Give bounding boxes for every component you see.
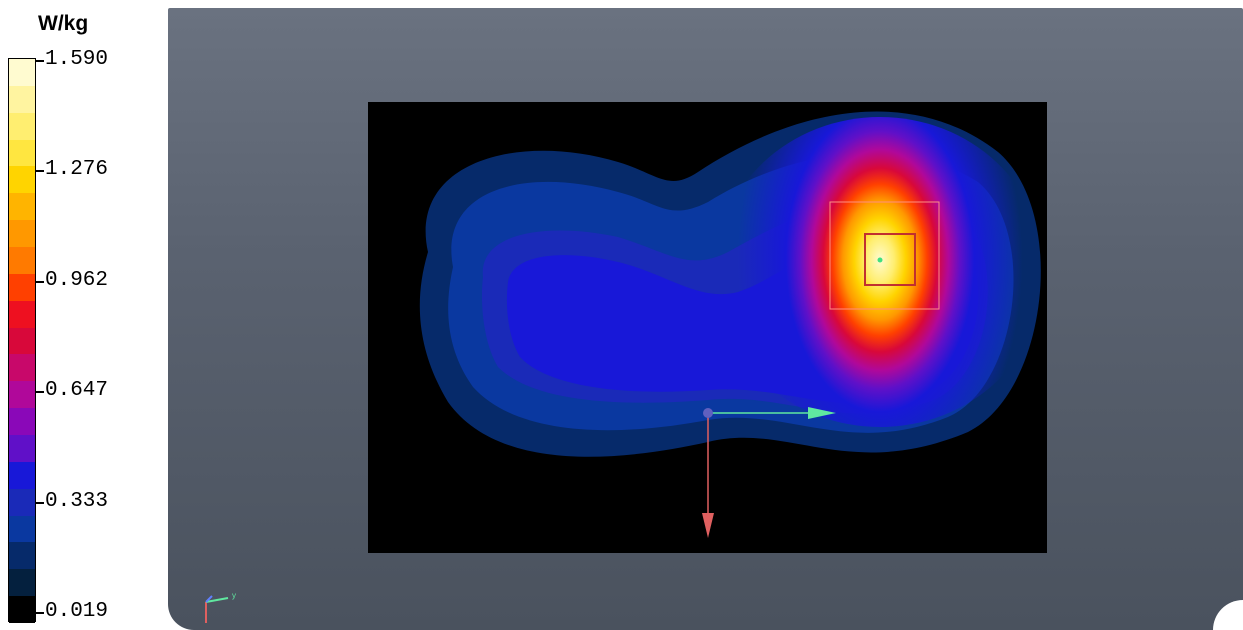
- 3d-viewport[interactable]: y: [168, 8, 1243, 630]
- legend-band: [9, 166, 35, 194]
- legend-band: [9, 542, 35, 570]
- legend-band: [9, 381, 35, 409]
- legend-band: [9, 273, 35, 302]
- color-legend: W/kg 1.590 1.276 0.962 0.647 0.333 0.019: [0, 0, 160, 630]
- legend-band: [9, 354, 35, 382]
- zoom-scan-box-outer: [829, 201, 940, 310]
- legend-tick-label: 0.019: [45, 600, 109, 623]
- legend-band: [9, 139, 35, 167]
- legend-tick-label: 1.590: [45, 48, 109, 71]
- x-axis-arrow: [808, 407, 836, 419]
- hotspot-gradient: [715, 117, 1045, 427]
- legend-tick-label: 0.333: [45, 489, 109, 513]
- legend-band: [9, 247, 35, 275]
- legend-tick: [36, 170, 44, 173]
- legend-band: [9, 596, 35, 624]
- legend-tick: [36, 391, 44, 394]
- legend-tick: [36, 501, 44, 504]
- zoom-scan-box-inner: [864, 233, 916, 286]
- origin-marker: [703, 408, 713, 418]
- legend-band: [9, 85, 35, 114]
- legend-band: [9, 461, 35, 490]
- legend-tick-label: 0.962: [45, 268, 109, 292]
- legend-unit: W/kg: [38, 12, 89, 35]
- axes-overlay: y: [205, 407, 836, 623]
- y-axis-arrow: [702, 513, 714, 538]
- legend-tick: [36, 280, 44, 283]
- legend-band: [9, 300, 35, 329]
- legend-band: [9, 112, 35, 141]
- peak-marker: [877, 257, 883, 263]
- legend-tick-label: 1.276: [45, 158, 109, 182]
- legend-band: [9, 488, 35, 517]
- legend-band: [9, 59, 35, 87]
- orientation-gizmo: y: [205, 591, 236, 623]
- legend-band: [9, 515, 35, 543]
- legend-tick-label: 0.647: [45, 379, 109, 403]
- legend-band: [9, 220, 35, 248]
- legend-band: [9, 327, 35, 355]
- legend-tick: [36, 60, 44, 62]
- legend-band: [9, 193, 35, 221]
- legend-band: [9, 408, 35, 436]
- sar-heatmap: [419, 111, 1045, 457]
- legend-band: [9, 435, 35, 463]
- legend-colorbar: [8, 58, 36, 624]
- legend-tick: [36, 612, 44, 614]
- svg-text:y: y: [232, 591, 236, 600]
- legend-band: [9, 569, 35, 597]
